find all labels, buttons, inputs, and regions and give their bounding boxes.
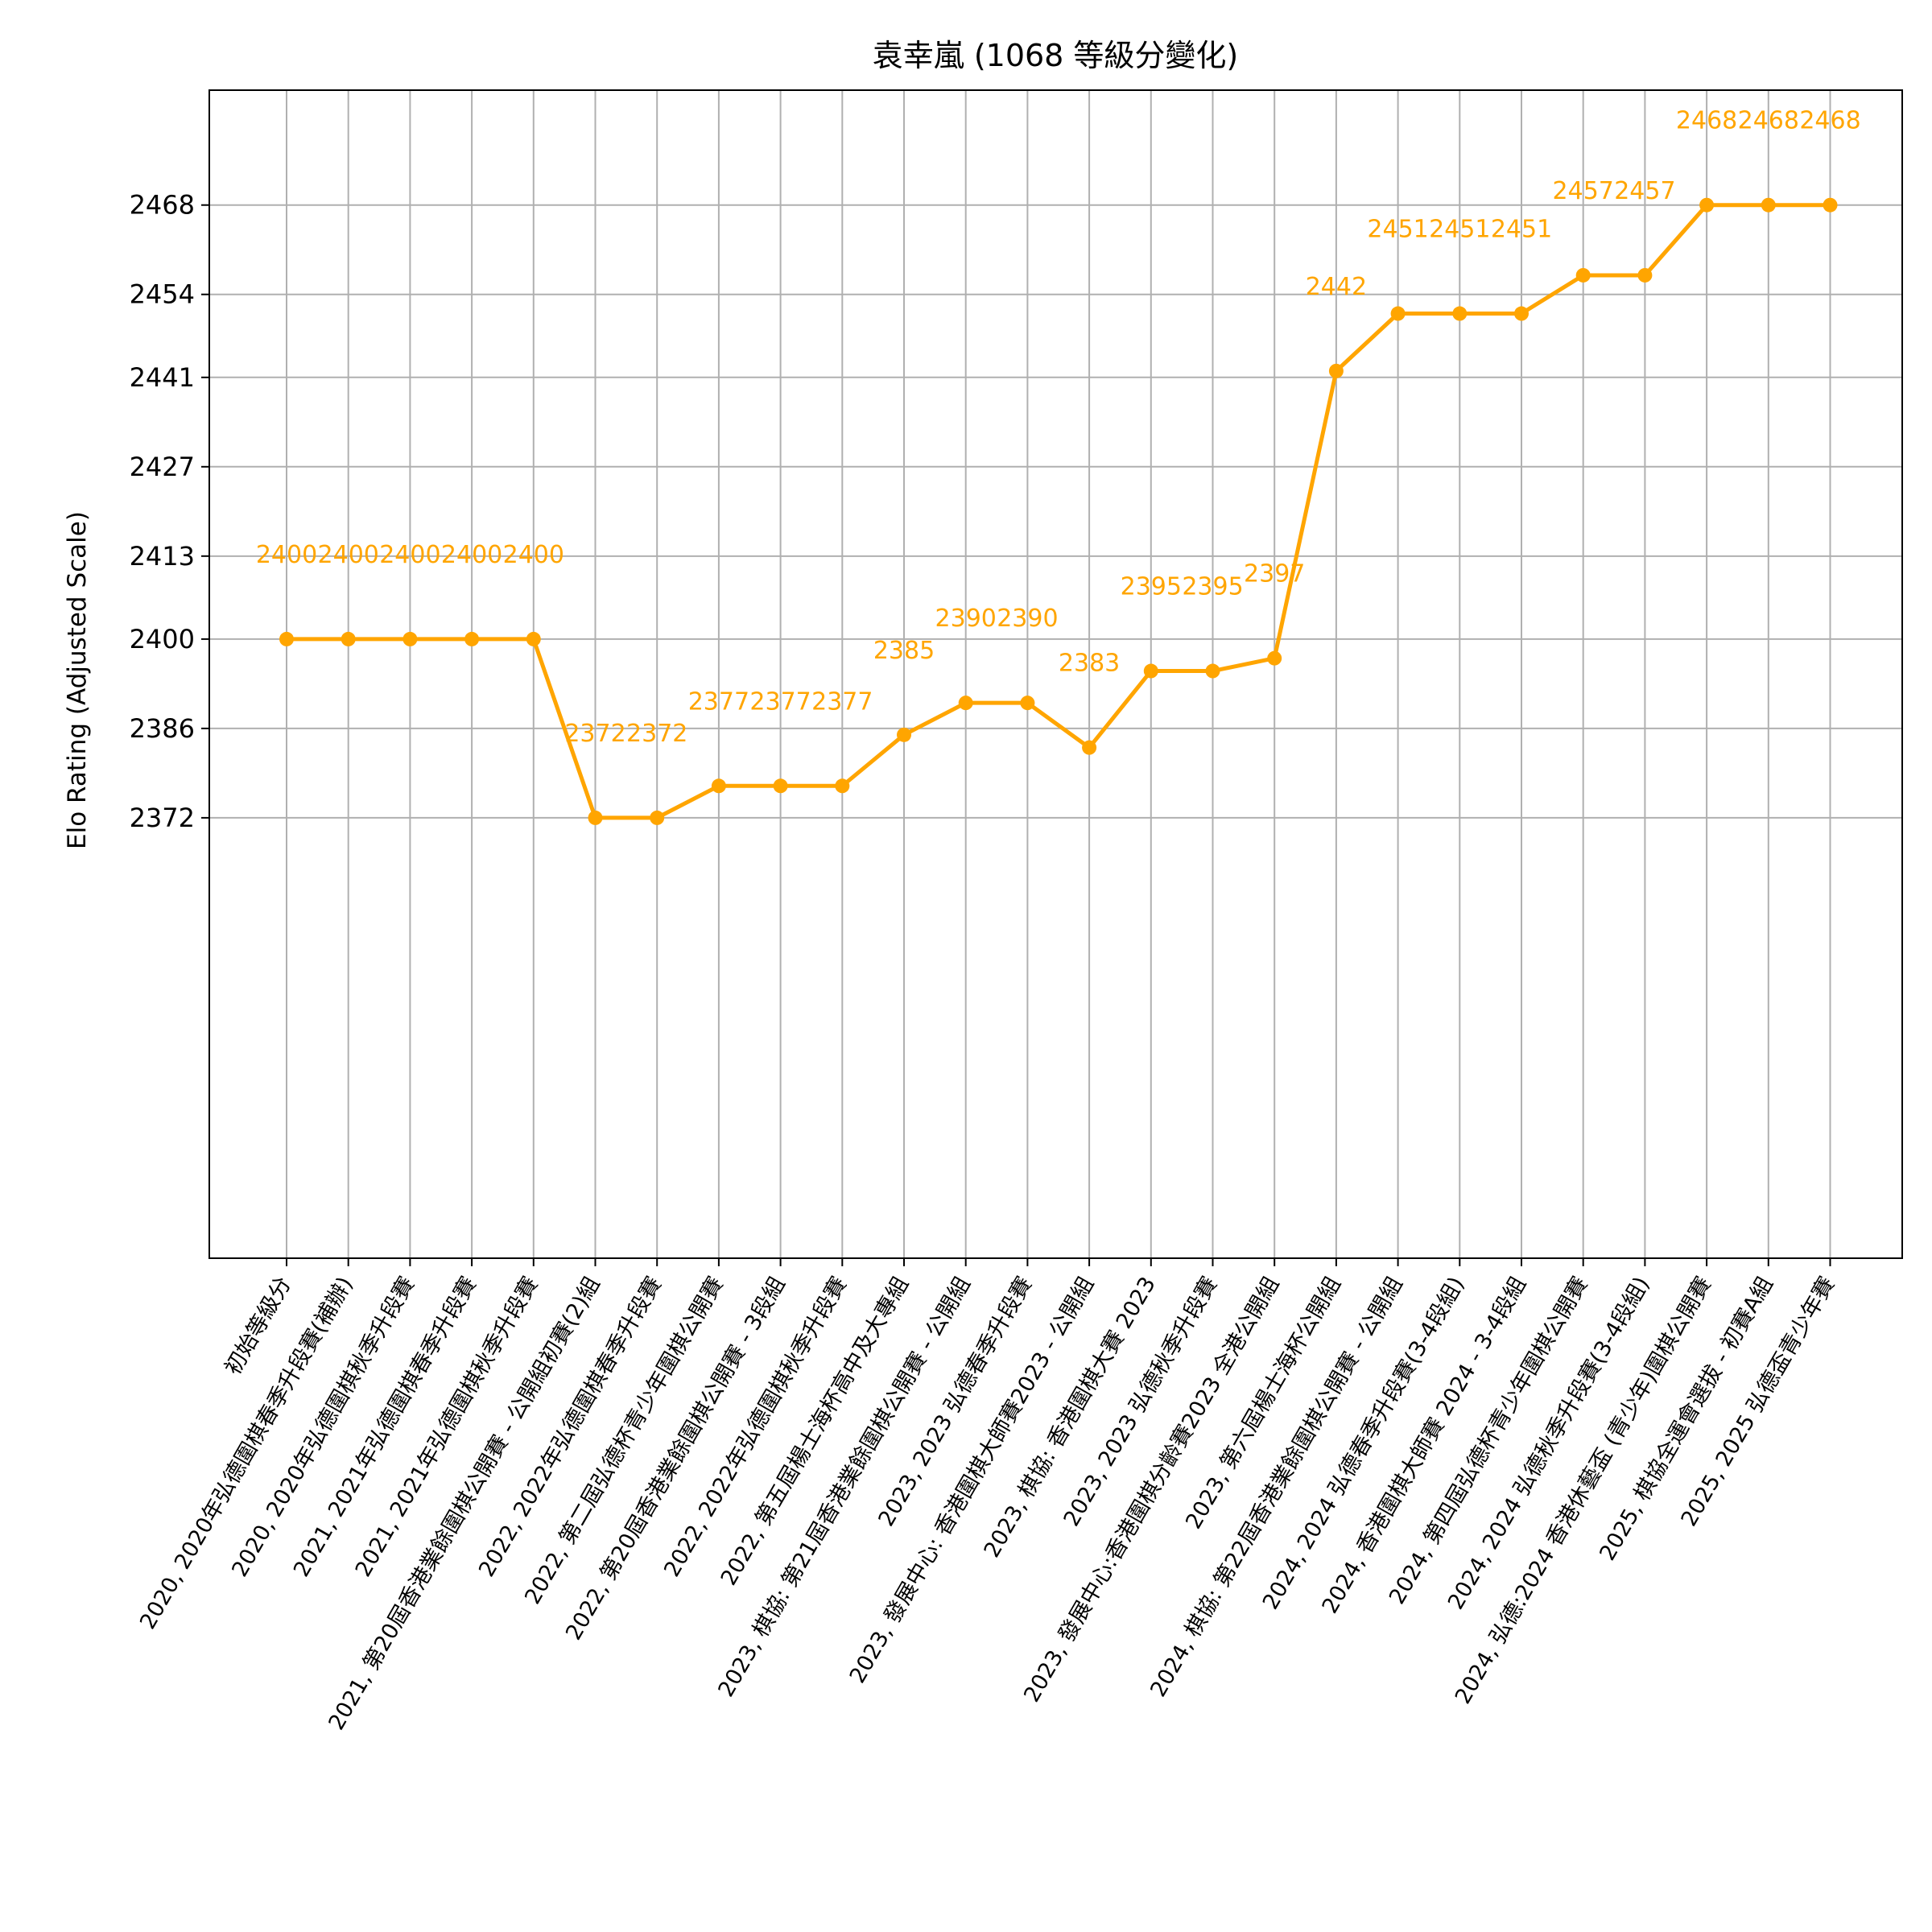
data-label: 2395 <box>1121 573 1182 601</box>
data-point <box>711 778 726 794</box>
data-label: 2451 <box>1429 216 1490 244</box>
data-label: 2451 <box>1367 216 1428 244</box>
data-label: 2397 <box>1244 560 1305 588</box>
data-point <box>464 631 480 646</box>
series-line-group <box>279 197 1838 825</box>
data-point <box>341 631 356 646</box>
data-label: 2372 <box>564 720 625 748</box>
data-label: 2372 <box>626 720 687 748</box>
data-point <box>402 631 418 646</box>
data-label: 2377 <box>749 687 811 716</box>
data-point <box>897 727 911 742</box>
data-point <box>1452 306 1468 321</box>
y-axis-label: Elo Rating (Adjusted Scale) <box>63 511 92 849</box>
data-label: 2400 <box>503 541 564 569</box>
y-tick-label: 2468 <box>130 190 195 221</box>
y-tick-label: 2386 <box>130 713 195 744</box>
chart-title: 袁幸嵐 (1068 等級分變化) <box>873 38 1239 73</box>
y-tick-label: 2400 <box>130 624 195 654</box>
data-point <box>1082 740 1097 755</box>
data-label: 2390 <box>935 605 997 633</box>
data-point <box>1637 267 1653 283</box>
data-point <box>1514 306 1529 321</box>
data-point <box>1267 650 1282 666</box>
y-tick-label: 2372 <box>130 803 195 833</box>
y-tick-label: 2427 <box>130 452 195 482</box>
data-point <box>588 810 603 825</box>
data-point <box>1699 197 1715 213</box>
data-label: 2400 <box>318 541 379 569</box>
data-point <box>1761 197 1776 213</box>
data-label: 2383 <box>1059 650 1120 678</box>
data-point <box>1823 197 1838 213</box>
grid-lines <box>209 90 1902 1258</box>
y-tick-label: 2454 <box>130 279 195 310</box>
data-point <box>1328 363 1344 378</box>
data-point <box>526 631 541 646</box>
data-label: 2390 <box>997 605 1058 633</box>
data-label: 2400 <box>441 541 502 569</box>
data-label: 2377 <box>688 687 749 716</box>
data-point <box>1020 696 1035 711</box>
y-tick-label: 2441 <box>130 362 195 393</box>
data-label: 2468 <box>1799 107 1860 135</box>
plot-frame <box>208 89 1903 1259</box>
data-label: 2468 <box>1738 107 1799 135</box>
data-point <box>958 696 973 711</box>
data-label: 2400 <box>379 541 440 569</box>
series-line <box>287 203 1831 820</box>
data-label: 2377 <box>811 687 873 716</box>
y-tick-label: 2413 <box>130 541 195 572</box>
data-point <box>650 810 665 825</box>
data-point <box>279 631 294 646</box>
data-label: 2468 <box>1676 107 1737 135</box>
data-point <box>835 778 850 794</box>
data-label: 2451 <box>1491 216 1552 244</box>
data-label: 2385 <box>873 637 935 665</box>
data-point <box>1390 306 1406 321</box>
data-label: 2457 <box>1614 177 1675 205</box>
data-label: 2395 <box>1182 573 1243 601</box>
data-point <box>1575 267 1591 283</box>
data-label: 2442 <box>1306 273 1367 301</box>
data-label: 2400 <box>256 541 317 569</box>
data-label: 2457 <box>1553 177 1614 205</box>
data-point <box>1143 663 1158 679</box>
data-point <box>773 778 788 794</box>
data-point <box>1205 663 1220 679</box>
